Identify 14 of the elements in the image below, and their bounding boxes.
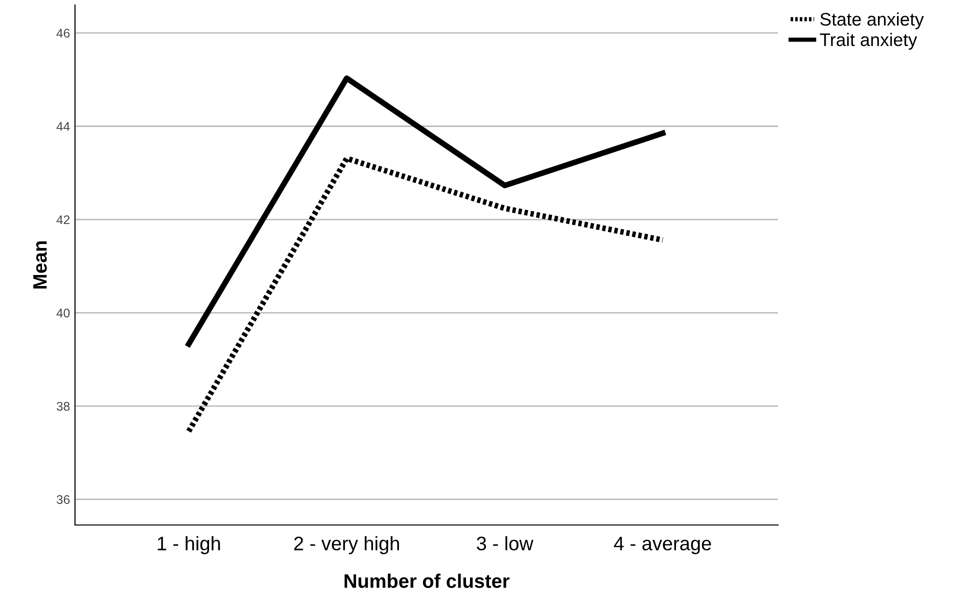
y-tick-label: 38 [56, 402, 70, 411]
y-axis-title: Mean [33, 241, 47, 289]
x-tick-label: 4 - average [614, 536, 711, 554]
y-tick-label: 42 [56, 215, 70, 224]
x-tick-label: 2 - very high [294, 536, 399, 554]
x-tick-label: 1 - high [158, 536, 220, 554]
y-tick-label: 36 [56, 495, 70, 504]
legend-label: State anxiety [820, 12, 924, 30]
x-axis-title: Number of cluster [344, 574, 510, 588]
y-tick-label: 44 [56, 122, 70, 131]
x-tick-label: 3 - low [476, 536, 534, 550]
y-tick-label: 40 [56, 308, 70, 318]
y-tick-label: 46 [56, 28, 70, 38]
legend-label: Trait anxiety [820, 32, 918, 50]
